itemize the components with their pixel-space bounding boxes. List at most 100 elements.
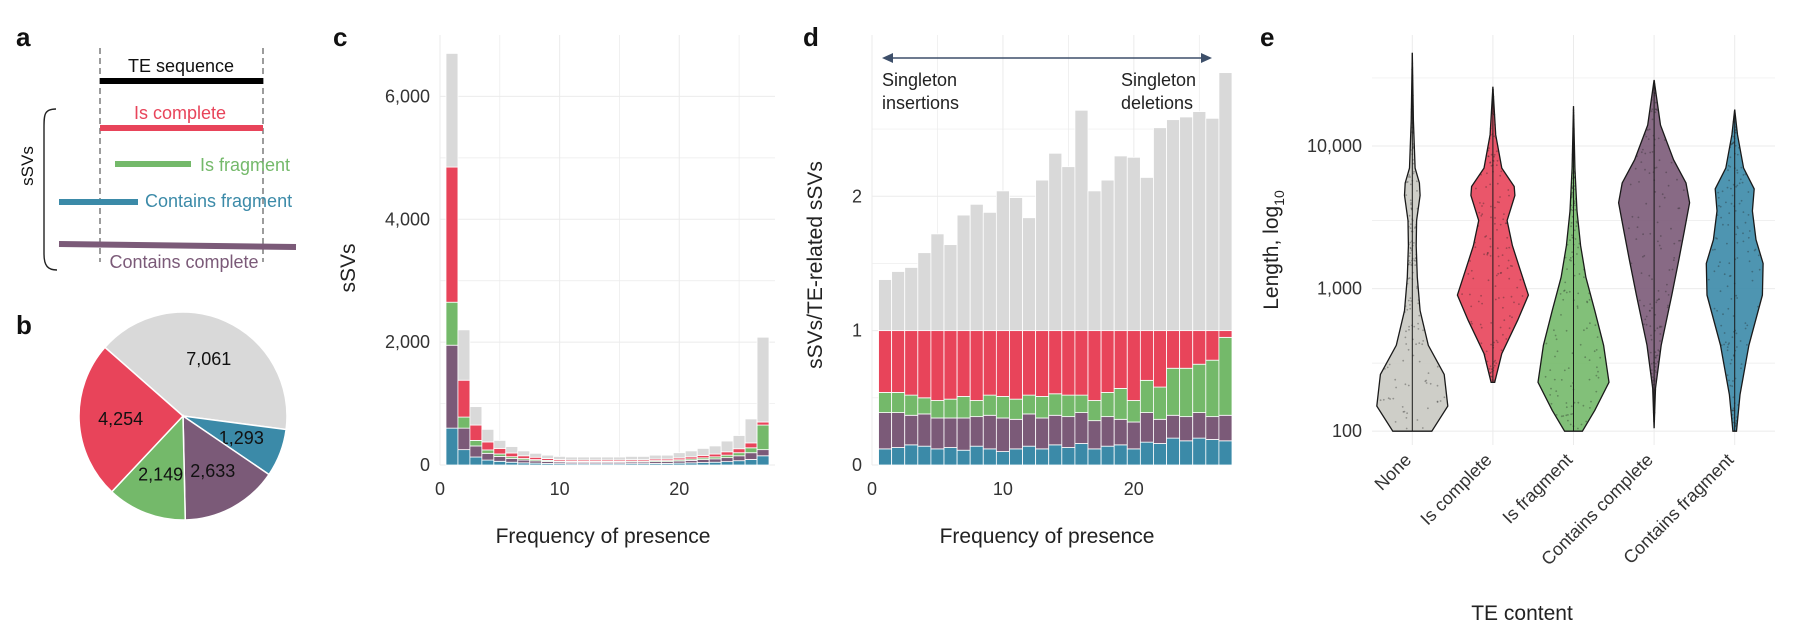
violin-point: [1723, 332, 1726, 334]
violin-point: [1731, 130, 1734, 133]
bar-other: [1139, 177, 1154, 332]
violin-point: [1408, 255, 1411, 257]
violin-point: [1507, 189, 1510, 191]
bar-is_complete: [1035, 330, 1050, 397]
bar-other: [708, 445, 722, 455]
violin-point: [1425, 382, 1428, 384]
violin-point: [1414, 226, 1417, 228]
violin-point: [1576, 253, 1578, 255]
bar-is_fragment: [1100, 392, 1115, 418]
bar-is_fragment: [917, 397, 932, 415]
violin-point: [1726, 285, 1729, 288]
violin-point: [1498, 201, 1500, 204]
violin-point: [1490, 343, 1492, 346]
bar-other: [684, 450, 698, 458]
violin-point: [1651, 99, 1653, 101]
bar-contains_complete: [708, 458, 722, 463]
violin-point: [1729, 165, 1732, 168]
bar-contains_complete: [969, 416, 984, 447]
violin-point: [1500, 349, 1503, 352]
violin-point: [1513, 301, 1515, 304]
bar-contains_complete: [744, 452, 758, 460]
violin-point: [1554, 334, 1557, 337]
violin-point: [1716, 237, 1718, 240]
bar-other: [1074, 109, 1089, 332]
violin-point: [1595, 374, 1598, 377]
violin-point: [1479, 323, 1482, 326]
violin-point: [1734, 210, 1737, 212]
violin-point: [1490, 205, 1492, 208]
violin-point: [1747, 214, 1750, 216]
violin-point: [1716, 214, 1719, 217]
chart-c: 0 2,000 4,000 6,000 0 10 20: [385, 35, 775, 499]
violin-point: [1640, 151, 1643, 154]
violin-point: [1409, 241, 1412, 244]
violin-point: [1443, 396, 1446, 399]
violin-point: [1631, 215, 1634, 218]
violin-point: [1735, 125, 1737, 128]
violin-point: [1736, 416, 1738, 418]
violin-point: [1679, 239, 1682, 242]
violin-point: [1545, 342, 1548, 345]
bar-contains_fragment: [708, 461, 722, 466]
violin-point: [1726, 242, 1728, 245]
violin-point: [1379, 399, 1382, 402]
bar-other: [720, 440, 734, 453]
bar-other: [878, 279, 893, 332]
bar-other: [1048, 152, 1063, 332]
violin-point: [1407, 277, 1410, 280]
violin-point: [1651, 118, 1654, 121]
violin-point: [1571, 234, 1573, 237]
violin-point: [1409, 246, 1412, 249]
x-tick-label: None: [1371, 450, 1416, 495]
violin-point: [1735, 233, 1737, 236]
violin-point: [1573, 170, 1576, 173]
violin-point: [1728, 342, 1730, 344]
ssv-bracket: [43, 108, 58, 271]
bar-is_fragment: [481, 449, 495, 454]
violin-point: [1505, 247, 1508, 250]
violin-point: [1732, 421, 1735, 424]
bar-is_complete: [1218, 330, 1233, 338]
violin-point: [1594, 324, 1597, 327]
violin-point: [1670, 227, 1672, 230]
bar-is_complete: [1061, 330, 1076, 396]
bar-contains_complete: [1113, 418, 1128, 446]
violin-point: [1494, 222, 1496, 225]
bar-contains_fragment: [956, 449, 971, 466]
bar-is_complete: [1139, 330, 1154, 381]
violin-point: [1721, 190, 1724, 193]
violin-point: [1735, 128, 1738, 131]
violin-point: [1405, 330, 1407, 333]
violin-point: [1754, 248, 1757, 251]
violin-point: [1406, 308, 1409, 311]
violin-point: [1477, 225, 1480, 227]
violin-point: [1644, 168, 1646, 171]
violin-point: [1495, 136, 1497, 139]
bar-other: [493, 440, 507, 449]
violin-point: [1573, 274, 1576, 277]
violin-point: [1597, 376, 1600, 379]
bar-is_fragment: [1074, 394, 1089, 413]
violin-point: [1577, 246, 1579, 249]
bar-is_complete: [943, 330, 958, 400]
violin-point: [1658, 244, 1661, 247]
bar-other: [1192, 111, 1207, 332]
bar-contains_fragment: [457, 449, 471, 466]
bar-other: [732, 435, 746, 450]
pie-slice-contains_complete: [182, 414, 271, 521]
label-is-complete: Is complete: [134, 103, 226, 123]
violin-point: [1729, 384, 1732, 387]
violin-point: [1503, 213, 1505, 216]
violin-point: [1418, 314, 1421, 317]
violin-point: [1672, 259, 1675, 262]
violin-point: [1487, 279, 1490, 282]
violin-point: [1649, 325, 1652, 328]
violin-point: [1494, 298, 1497, 301]
violin-point: [1427, 407, 1429, 410]
violin-point: [1732, 141, 1735, 144]
violin-point: [1640, 272, 1643, 274]
violin-point: [1736, 257, 1739, 259]
bar-is_complete: [756, 421, 770, 426]
x-tick-label: 20: [669, 479, 689, 499]
